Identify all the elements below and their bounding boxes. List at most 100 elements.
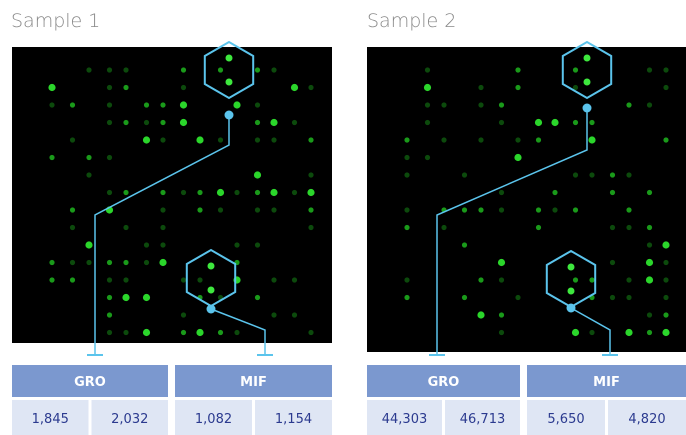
- table-cell: [175, 400, 252, 435]
- panel-title: Sample 2: [367, 10, 456, 32]
- spot: [404, 154, 410, 161]
- spot: [180, 189, 187, 196]
- table-header: GRO: [74, 375, 106, 390]
- spot: [69, 137, 76, 143]
- spot: [478, 277, 484, 283]
- highlight-spot: [225, 54, 233, 62]
- spot: [291, 312, 298, 318]
- spot: [180, 277, 187, 283]
- spot: [160, 102, 166, 108]
- spot: [645, 276, 654, 284]
- array-image: [367, 47, 686, 352]
- table-value: 1,082: [195, 412, 232, 427]
- spot: [498, 102, 505, 108]
- spot: [498, 312, 505, 318]
- table-header-cell: [175, 365, 332, 397]
- spot: [609, 294, 616, 301]
- table-value: 1,154: [275, 412, 312, 427]
- table-cell: [527, 400, 605, 435]
- spot: [478, 137, 484, 143]
- table-value: 4,820: [628, 412, 665, 427]
- callout-dot: [224, 110, 234, 120]
- spot: [122, 293, 130, 302]
- table-value: 44,303: [382, 412, 428, 427]
- spot: [645, 258, 654, 267]
- spot: [424, 154, 431, 161]
- spot: [106, 67, 113, 73]
- spot: [646, 224, 653, 231]
- spot: [69, 207, 76, 213]
- spot: [254, 137, 261, 143]
- spot: [626, 277, 632, 283]
- spot: [646, 329, 653, 336]
- spot: [271, 137, 277, 143]
- spot: [625, 328, 633, 337]
- spot: [589, 277, 595, 283]
- spot: [534, 118, 543, 127]
- spot: [626, 172, 632, 178]
- spot: [441, 137, 447, 143]
- spot: [160, 224, 166, 231]
- spot: [234, 329, 240, 336]
- spot: [514, 153, 522, 162]
- spot: [515, 84, 521, 91]
- spot: [461, 207, 468, 213]
- spot: [626, 294, 632, 301]
- spot: [143, 242, 150, 248]
- callout-dot: [582, 103, 592, 113]
- spot: [217, 329, 224, 336]
- spot: [551, 118, 559, 127]
- spot: [69, 102, 76, 108]
- spot: [572, 172, 579, 178]
- table-value: 46,713: [460, 412, 506, 427]
- spot: [308, 224, 314, 231]
- spot: [106, 294, 113, 301]
- spot: [254, 119, 261, 126]
- callout-line: [570, 307, 611, 355]
- panel-title: Sample 1: [11, 10, 100, 32]
- callout-hexagon: [561, 40, 613, 100]
- spot: [515, 67, 521, 73]
- table-cell: [445, 400, 520, 435]
- spot: [609, 224, 616, 231]
- spot: [498, 207, 505, 213]
- spot: [424, 119, 431, 126]
- spot: [123, 259, 129, 266]
- spot: [49, 259, 55, 266]
- spot: [662, 241, 670, 249]
- spot: [216, 188, 225, 197]
- table-header: MIF: [593, 375, 620, 390]
- spot: [270, 118, 278, 127]
- spot: [106, 312, 113, 318]
- spot: [254, 242, 261, 248]
- spot: [663, 259, 669, 266]
- spot: [233, 101, 241, 109]
- spot: [626, 102, 632, 108]
- spot: [308, 84, 314, 91]
- spot: [572, 67, 579, 73]
- callout-hexagon: [203, 40, 255, 100]
- spot: [234, 189, 240, 196]
- table-value: 5,650: [547, 412, 584, 427]
- spot: [86, 259, 92, 266]
- spot: [160, 119, 166, 126]
- spot: [404, 172, 410, 178]
- spot: [143, 102, 150, 108]
- spot: [160, 207, 166, 213]
- spot: [160, 242, 166, 248]
- spot: [254, 294, 261, 301]
- spot: [308, 207, 314, 213]
- callout-dot: [206, 304, 216, 314]
- spot: [180, 312, 187, 318]
- spot: [106, 84, 113, 91]
- spot: [123, 277, 129, 283]
- spot: [609, 172, 616, 178]
- spot: [663, 84, 669, 91]
- callout-line: [210, 308, 266, 355]
- spot: [308, 137, 314, 143]
- spot: [498, 277, 505, 283]
- spot: [497, 258, 506, 267]
- spot: [663, 312, 669, 318]
- spot: [123, 84, 129, 91]
